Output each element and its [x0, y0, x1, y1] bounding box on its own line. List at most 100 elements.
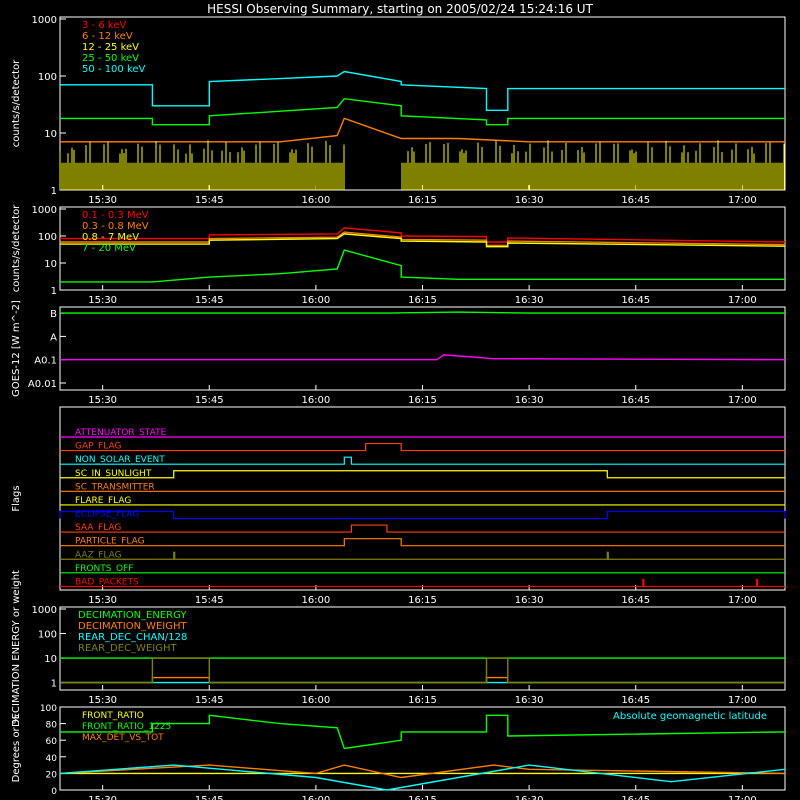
decimation-xtick-label-1: 15:45 [195, 695, 224, 706]
energy-bands-legend-0: 3 - 6 keV [82, 20, 126, 31]
energy-bands-xtick-label-0: 15:30 [88, 195, 117, 206]
decimation-xtick-label-3: 16:15 [408, 695, 437, 706]
goes-series-1 [60, 311, 785, 314]
energy-bands-ylabel: counts/s/detector [11, 59, 22, 147]
decimation-legend-2: REAR_DEC_CHAN/128 [78, 632, 187, 643]
flags-flag-line-9 [60, 551, 785, 560]
flags-xtick-label-5: 16:45 [621, 595, 650, 606]
decimation-time-axis: 15:30 15:45 16:00 16:15 16:30 16:45 17:00 [88, 685, 757, 706]
flags-flag-7: SAA_FLAG [60, 523, 785, 533]
flags-flag-line-6 [59, 510, 786, 520]
energy-bands-xtick-label-4: 16:30 [515, 195, 544, 206]
goes-xtick-label-4: 16:30 [515, 395, 544, 406]
flags-xtick-label-6: 17:00 [728, 595, 757, 606]
ratios-xtick-label-4: 16:30 [515, 795, 544, 800]
energy-bands-ytick-label-2: 100 [38, 72, 57, 83]
decimation-ytick-label-2: 100 [38, 630, 57, 641]
ratios-annotation: Absolute geomagnetic latitude [613, 711, 767, 722]
goes-ytick-label-0: A0.01 [28, 379, 57, 390]
flags-flag-9: AAZ_FLAG [60, 550, 785, 560]
high-energy-ytick-label-1: 10 [44, 259, 57, 270]
flags-flag-label-8: PARTICLE_FLAG [75, 537, 145, 547]
energy-bands-legend-2: 12 - 25 keV [82, 42, 139, 53]
ratios-ytick-label-2: 40 [46, 754, 58, 764]
goes-xtick-label-5: 16:45 [621, 395, 650, 406]
ratios-series-2 [59, 764, 786, 779]
high-energy-ytick-label-3: 1000 [32, 205, 57, 216]
flags-xtick-label-0: 15:30 [88, 595, 117, 606]
goes-xtick-label-0: 15:30 [88, 395, 117, 406]
energy-bands-xtick-label-5: 16:45 [621, 195, 650, 206]
decimation-xtick-label-0: 15:30 [88, 695, 117, 706]
decimation-series-3 [60, 657, 785, 684]
flags-ylabel: Flags [11, 485, 22, 511]
energy-bands-ytick-label-0: 1 [51, 186, 57, 197]
ratios-legend-2: MAX_DET_VS_TOT [82, 733, 164, 743]
flags-xtick-label-1: 15:45 [195, 595, 224, 606]
ratios-xtick-label-5: 16:45 [621, 795, 650, 800]
flags-flag-label-4: SC_TRANSMITTER [75, 482, 155, 492]
flags-flag-4: SC_TRANSMITTER [60, 482, 785, 492]
decimation-xtick-label-5: 16:45 [621, 695, 650, 706]
ratios-legend-0: FRONT_RATIO [82, 711, 144, 721]
decimation-xtick-label-2: 16:00 [301, 695, 330, 706]
high-energy-series-3 [60, 249, 785, 283]
energy-bands-xtick-label-6: 17:00 [728, 195, 757, 206]
flags-flag-label-0: ATTENUATOR_STATE [75, 428, 167, 438]
panels-group: counts/s/detector 15:30 15:45 16:00 16:15 16:… [11, 15, 786, 800]
high-energy-legend-0: 0.1 - 0.3 MeV [82, 210, 149, 221]
high-energy-time-axis: 15:30 15:45 16:00 16:15 16:30 16:45 17:00 [88, 285, 757, 306]
high-energy-series-2 [60, 233, 786, 248]
decimation-legend-0: DECIMATION_ENERGY [78, 610, 187, 621]
goes-time-axis: 15:30 15:45 16:00 16:15 16:30 16:45 17:00 [88, 385, 757, 406]
ratios-xtick-label-6: 17:00 [728, 795, 757, 800]
high-energy-xtick-label-5: 16:45 [621, 295, 650, 306]
ratios-series-3 [59, 764, 786, 791]
ratios-xtick-label-1: 15:45 [195, 795, 224, 800]
ratios-xtick-label-3: 16:15 [408, 795, 437, 800]
energy-bands-series-1 [60, 117, 785, 143]
flags-flag-label-2: NON_SOLAR_EVENT [75, 455, 165, 465]
energy-bands-ytick-label-3: 1000 [32, 15, 57, 26]
flags-flag-line-11 [60, 578, 785, 588]
decimation-xtick-label-4: 16:30 [515, 695, 544, 706]
chart-title: HESSI Observing Summary, starting on 200… [207, 2, 593, 16]
energy-bands-series-4 [60, 70, 785, 111]
ratios-xtick-label-2: 16:00 [301, 795, 330, 800]
energy-bands-xtick-label-3: 16:15 [408, 195, 437, 206]
flags-flag-label-11: BAD_PACKETS [75, 577, 139, 587]
flags-time-axis: 15:30 15:45 16:00 16:15 16:30 16:45 17:00 [88, 585, 757, 606]
flags-flag-line-8 [60, 538, 785, 547]
flags-xtick-label-4: 16:30 [515, 595, 544, 606]
high-energy-xtick-label-0: 15:30 [88, 295, 117, 306]
decimation-legend-3: REAR_DEC_WEIGHT [78, 643, 177, 654]
energy-bands-series-2 [59, 140, 785, 190]
flags-flag-label-9: AAZ_FLAG [75, 550, 122, 560]
flags-flag-1: GAP_FLAG [60, 442, 785, 452]
ratios-time-axis: 15:30 15:45 16:00 16:15 16:30 16:45 17:00 [88, 785, 757, 800]
energy-bands-legend-1: 6 - 12 keV [82, 31, 133, 42]
flags-flag-line-7 [60, 524, 785, 533]
energy-bands-xtick-label-1: 15:45 [195, 195, 224, 206]
goes-xtick-label-1: 15:45 [195, 395, 224, 406]
energy-bands-legend-3: 25 - 50 keV [82, 53, 139, 64]
goes-xtick-label-6: 17:00 [728, 395, 757, 406]
flags-flag-5: FLARE_FLAG [60, 496, 785, 506]
flags-flag-label-1: GAP_FLAG [75, 442, 121, 452]
high-energy-xtick-label-2: 16:00 [301, 295, 330, 306]
flags-flag-label-7: SAA_FLAG [75, 523, 121, 533]
flags-frame [59, 406, 786, 591]
ratios-series-1 [60, 714, 786, 750]
flags-flag-label-10: FRONTS_OFF [75, 564, 133, 574]
ratios-ytick-label-3: 60 [46, 737, 58, 747]
ratios-ylabel: Degrees or % [11, 715, 22, 783]
goes-series-0 [60, 354, 786, 361]
flags-flag-3: SC_IN_SUNLIGHT [60, 469, 785, 479]
energy-bands-ytick-label-1: 10 [44, 129, 57, 140]
goes-ytick-label-1: A0.1 [34, 356, 57, 367]
high-energy-ytick-label-0: 1 [51, 286, 57, 297]
ratios-ytick-label-5: 100 [40, 704, 57, 714]
ratios-legend-1: FRONT_RATIO_1225 [82, 722, 171, 732]
